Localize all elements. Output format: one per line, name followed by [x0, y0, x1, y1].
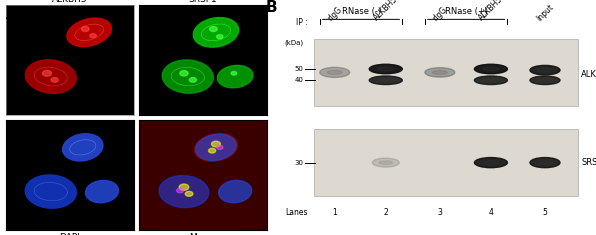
Ellipse shape [538, 68, 552, 72]
Text: ALKBH5: ALKBH5 [477, 0, 505, 23]
Ellipse shape [319, 67, 350, 78]
X-axis label: DAPI: DAPI [60, 233, 80, 235]
Ellipse shape [474, 157, 507, 168]
Text: ALKBH5: ALKBH5 [372, 0, 400, 23]
Ellipse shape [530, 157, 560, 168]
Text: SRSF1: SRSF1 [581, 158, 596, 167]
Ellipse shape [160, 176, 208, 207]
Ellipse shape [185, 191, 193, 196]
Ellipse shape [85, 180, 119, 203]
Ellipse shape [180, 70, 188, 76]
Ellipse shape [162, 60, 213, 93]
Ellipse shape [219, 180, 252, 203]
Ellipse shape [483, 161, 499, 165]
Ellipse shape [377, 78, 394, 82]
Ellipse shape [26, 60, 76, 93]
Ellipse shape [194, 134, 237, 161]
Ellipse shape [474, 76, 507, 85]
Ellipse shape [327, 70, 342, 74]
Ellipse shape [370, 76, 402, 85]
Text: B: B [266, 0, 277, 15]
Text: 3: 3 [437, 208, 442, 217]
Bar [313, 129, 578, 196]
Ellipse shape [212, 141, 221, 147]
Ellipse shape [530, 65, 560, 75]
Text: rIgG: rIgG [326, 5, 344, 23]
Bar [313, 39, 578, 106]
Ellipse shape [425, 68, 455, 77]
Title: SRSF1: SRSF1 [189, 0, 218, 4]
Text: IP :: IP : [296, 18, 308, 27]
Ellipse shape [379, 161, 393, 164]
Text: RNase (-): RNase (-) [342, 7, 381, 16]
Ellipse shape [82, 27, 89, 31]
Ellipse shape [179, 184, 189, 190]
Text: 1: 1 [333, 208, 337, 217]
Text: ALKBH5: ALKBH5 [581, 70, 596, 79]
X-axis label: Merge: Merge [189, 233, 218, 235]
Ellipse shape [377, 67, 394, 71]
Ellipse shape [42, 70, 51, 76]
Ellipse shape [159, 176, 209, 208]
Text: RNase (+): RNase (+) [445, 7, 488, 16]
Text: 40: 40 [294, 77, 303, 83]
Ellipse shape [231, 71, 237, 75]
Ellipse shape [218, 65, 253, 88]
Text: Input: Input [535, 2, 555, 23]
Ellipse shape [538, 78, 552, 82]
Ellipse shape [372, 158, 399, 167]
Ellipse shape [530, 76, 560, 85]
Text: 50: 50 [294, 66, 303, 72]
Ellipse shape [432, 70, 448, 74]
Ellipse shape [216, 35, 223, 39]
Ellipse shape [90, 34, 96, 38]
Text: rIgG: rIgG [431, 5, 449, 23]
Text: A: A [6, 7, 18, 22]
Ellipse shape [67, 18, 111, 47]
Text: 30: 30 [294, 160, 303, 166]
Ellipse shape [474, 64, 507, 74]
Text: (kDa): (kDa) [284, 40, 303, 46]
Ellipse shape [193, 18, 238, 47]
Ellipse shape [483, 67, 499, 71]
Text: 4: 4 [489, 208, 493, 217]
Ellipse shape [216, 145, 223, 149]
Text: 5: 5 [542, 208, 547, 217]
Ellipse shape [370, 64, 402, 74]
Ellipse shape [176, 188, 184, 193]
Text: 2: 2 [383, 208, 388, 217]
Ellipse shape [538, 161, 552, 165]
Ellipse shape [190, 78, 197, 82]
Ellipse shape [209, 148, 216, 153]
Ellipse shape [210, 27, 217, 31]
Title: ALKBH5: ALKBH5 [52, 0, 88, 4]
Ellipse shape [483, 78, 499, 82]
Text: Lanes: Lanes [285, 208, 308, 217]
Ellipse shape [51, 78, 58, 82]
Ellipse shape [196, 134, 236, 161]
Ellipse shape [25, 175, 76, 208]
Ellipse shape [63, 134, 103, 161]
